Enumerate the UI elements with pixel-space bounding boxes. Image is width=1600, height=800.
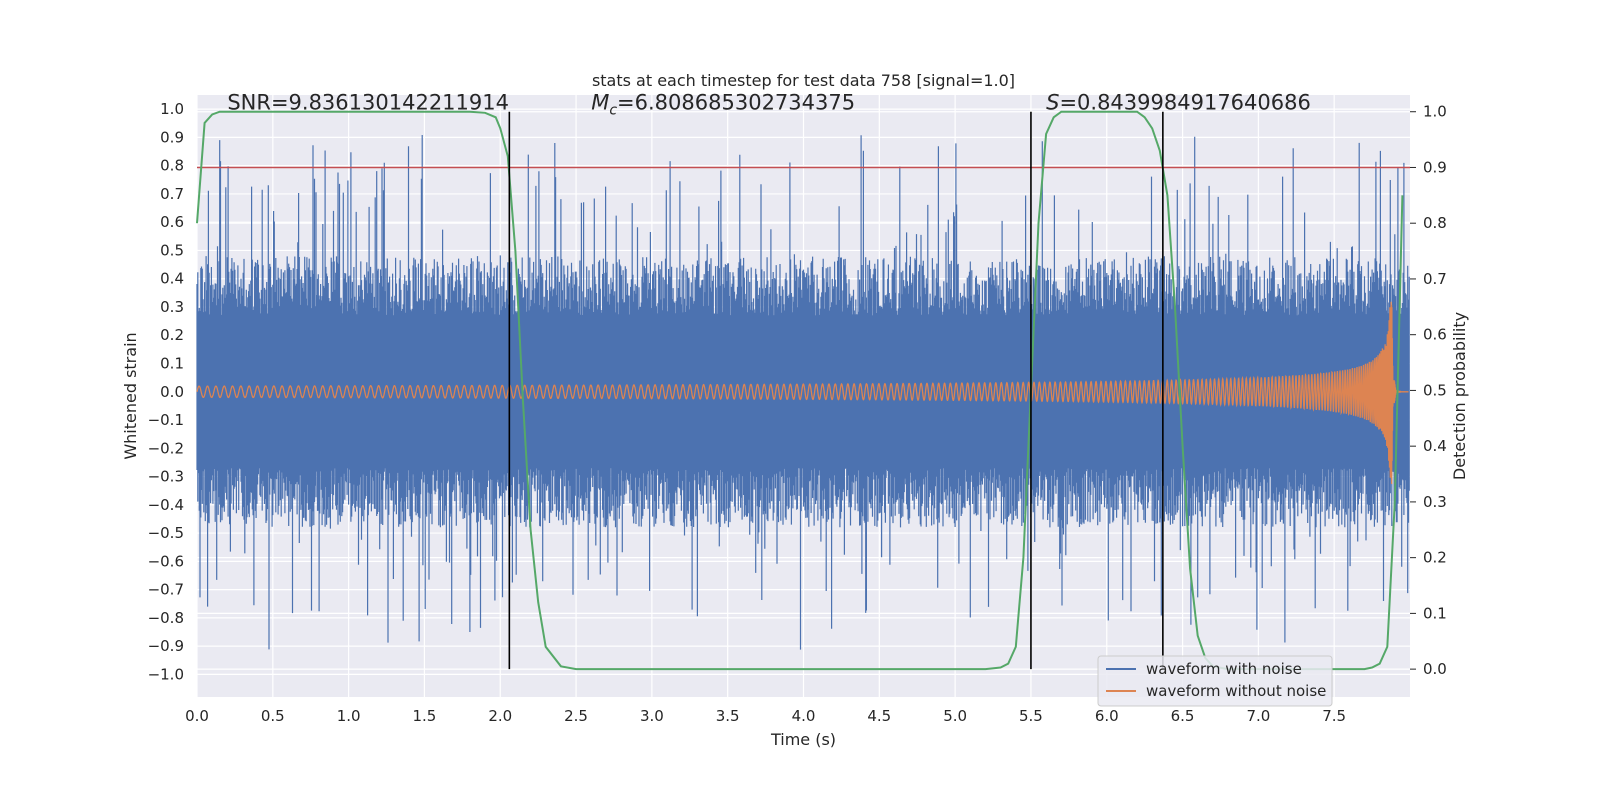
mc-symbol: M: [591, 91, 609, 115]
clean-waveform-line: [196, 301, 1409, 485]
x-tick-label: 4.5: [867, 707, 891, 725]
y-tick-label: 0.9: [160, 128, 184, 146]
right-y-tick-label: 0.2: [1423, 549, 1447, 567]
vertical-markers: [508, 111, 1164, 670]
x-tick-label: 4.0: [792, 707, 816, 725]
y-tick-label: 1.0: [160, 100, 184, 118]
x-tick-label: 6.0: [1095, 707, 1119, 725]
y-tick-label: −1.0: [148, 665, 184, 683]
legend-label-clean: waveform without noise: [1146, 682, 1326, 700]
y-tick-label: 0.8: [160, 157, 184, 175]
right-y-tick-label: 0.4: [1423, 437, 1447, 455]
right-y-tick-label: 0.3: [1423, 493, 1447, 511]
y-tick-label: 0.1: [160, 354, 184, 372]
waveform-without-noise-series: [196, 301, 1409, 485]
y-tick-label: −0.7: [148, 581, 184, 599]
right-y-tick-label: 0.7: [1423, 270, 1447, 288]
y-tick-label: 0.7: [160, 185, 184, 203]
s-value: =0.8439984917640686: [1059, 91, 1310, 115]
snr-annotation: SNR=9.836130142211914: [227, 91, 509, 115]
y-tick-labels: 1.0 0.9 0.8 0.7 0.6 0.5 0.4 0.3 0.2 0.1 0.0 −0.1 −0.…: [148, 100, 184, 683]
legend-box: [1097, 655, 1333, 707]
right-y-tick-label: 0.8: [1423, 214, 1447, 232]
right-y-tick-label: 0.6: [1423, 326, 1447, 344]
x-tick-label: 1.0: [337, 707, 361, 725]
x-tick-label: 0.5: [261, 707, 285, 725]
x-tick-label: 5.0: [943, 707, 967, 725]
right-y-tick-label: 0.9: [1423, 158, 1447, 176]
y-tick-label: 0.2: [160, 326, 184, 344]
x-axis-label: Time (s): [770, 730, 836, 749]
x-tick-label: 3.0: [640, 707, 664, 725]
y-tick-label: −0.6: [148, 552, 184, 570]
chirp-mass-annotation: Mc=6.808685302734375: [591, 91, 855, 119]
y-tick-label: 0.0: [160, 383, 184, 401]
x-tick-label: 1.5: [413, 707, 437, 725]
x-tick-label: 2.0: [488, 707, 512, 725]
x-tick-label: 0.0: [185, 707, 209, 725]
x-tick-label: 5.5: [1019, 707, 1043, 725]
x-tick-label: 7.0: [1246, 707, 1270, 725]
right-y-tick-label: 0.5: [1423, 381, 1447, 399]
chart-title: stats at each timestep for test data 758…: [592, 71, 1015, 90]
y-tick-label: 0.5: [160, 241, 184, 259]
mc-value: =6.808685302734375: [617, 91, 855, 115]
y-tick-label: −0.4: [148, 496, 184, 514]
y-tick-label: 0.3: [160, 298, 184, 316]
y-tick-label: −0.5: [148, 524, 184, 542]
y-tick-label: 0.6: [160, 213, 184, 231]
y-tick-label: −0.2: [148, 439, 184, 457]
mc-subscript: c: [609, 103, 617, 119]
y-tick-label: −0.3: [148, 468, 184, 486]
x-tick-label: 7.5: [1322, 707, 1346, 725]
y-tick-label: −0.1: [148, 411, 184, 429]
x-tick-labels: 0.0 0.5 1.0 1.5 2.0 2.5 3.0 3.5 4.0 4.5 5.0 5.5 6.0 6…: [185, 707, 1346, 725]
right-y-tick-label: 0.1: [1423, 604, 1447, 622]
x-tick-label: 3.5: [716, 707, 740, 725]
x-tick-label: 6.5: [1171, 707, 1195, 725]
y-tick-label: −0.9: [148, 637, 184, 655]
y-tick-label: 0.4: [160, 270, 184, 288]
legend-label-noise: waveform with noise: [1146, 660, 1302, 678]
x-tick-label: 2.5: [564, 707, 588, 725]
s-symbol: S: [1046, 91, 1059, 115]
right-y-axis-label: Detection probability: [1450, 312, 1469, 480]
right-y-tick-label: 0.0: [1423, 660, 1447, 678]
s-annotation: S=0.8439984917640686: [1046, 91, 1311, 115]
legend: waveform with noise waveform without noi…: [1097, 655, 1333, 707]
y-axis-label: Whitened strain: [121, 332, 140, 459]
y-tick-label: −0.8: [148, 609, 184, 627]
right-y-tick-labels: 1.0 0.9 0.8 0.7 0.6 0.5 0.4 0.3 0.2 0.1 0.0: [1423, 103, 1447, 678]
right-y-tick-label: 1.0: [1423, 103, 1447, 121]
